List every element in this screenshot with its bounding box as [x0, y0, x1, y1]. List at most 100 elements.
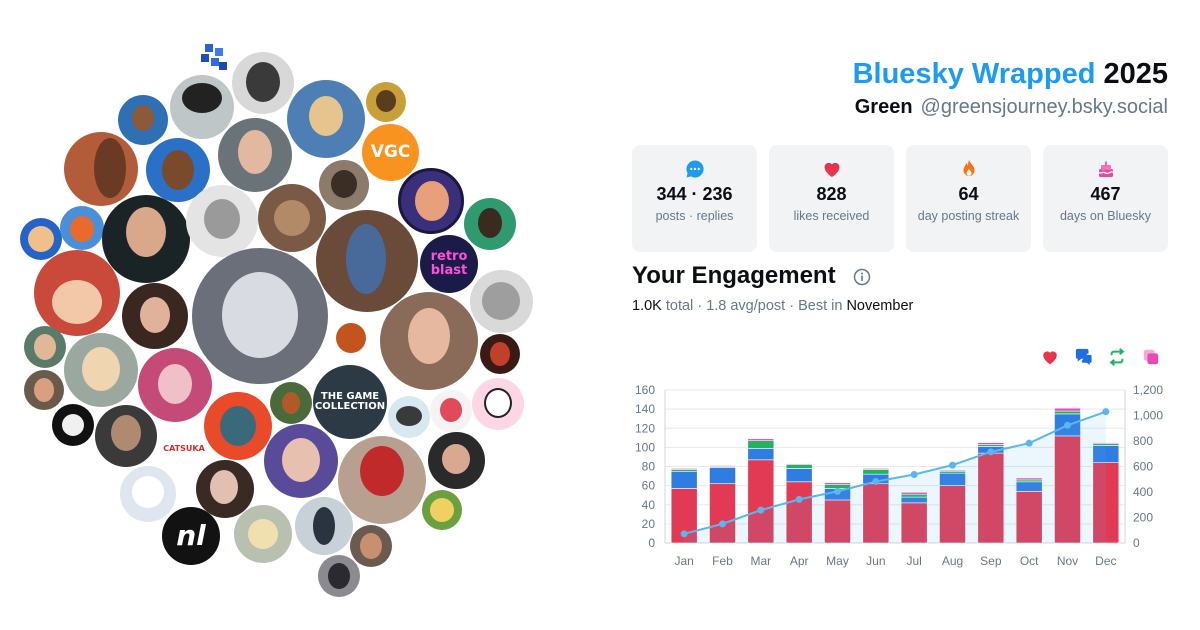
avatar[interactable]	[60, 206, 104, 250]
avatar[interactable]	[319, 160, 369, 210]
avatar[interactable]	[422, 490, 462, 530]
x-tick: Oct	[1020, 554, 1039, 568]
speech-bubble-icon	[685, 160, 704, 178]
stat-card-likes: 828 likes received	[769, 145, 894, 252]
y-tick-right: 1,200	[1133, 383, 1163, 397]
stat-value: 344 · 236	[656, 184, 733, 204]
avatar-catsuka[interactable]: CATSUKA	[160, 425, 208, 473]
avatar-nl[interactable]: nl	[162, 507, 220, 565]
avatar[interactable]	[472, 378, 524, 430]
bar-segment	[1092, 442, 1120, 444]
quote-icon[interactable]	[1142, 348, 1160, 366]
avatar[interactable]	[186, 185, 258, 257]
avatar[interactable]	[232, 52, 294, 114]
avatar[interactable]	[366, 82, 406, 122]
bar-segment	[747, 448, 775, 461]
avatar[interactable]	[398, 168, 464, 234]
bar-segment	[747, 459, 775, 544]
avatar[interactable]	[295, 497, 353, 555]
cumulative-point	[757, 506, 765, 514]
avatar[interactable]	[204, 392, 272, 460]
avatar[interactable]	[218, 118, 292, 192]
engagement-best-prefix: Best in	[798, 298, 843, 314]
stat-card-streak: 64 day posting streak	[906, 145, 1031, 252]
bar-segment	[1054, 435, 1081, 544]
y-tick-left: 160	[635, 383, 655, 397]
avatar[interactable]	[270, 382, 312, 424]
avatar[interactable]	[464, 198, 516, 250]
stat-value: 64	[958, 184, 979, 204]
avatar[interactable]	[102, 195, 190, 283]
year-label: 2025	[1103, 58, 1168, 90]
avatar[interactable]	[380, 292, 478, 390]
stat-label: likes received	[793, 209, 870, 223]
y-tick-right: 600	[1133, 460, 1153, 474]
stat-card-posts: 344 · 236 posts · replies	[632, 145, 757, 252]
avatar[interactable]	[470, 270, 533, 333]
avatar[interactable]	[350, 525, 392, 567]
avatar[interactable]	[24, 326, 66, 368]
y-tick-left: 120	[635, 421, 655, 435]
bar-segment	[939, 485, 966, 544]
avatar[interactable]	[95, 405, 157, 467]
avatar[interactable]	[195, 38, 233, 76]
avatar[interactable]	[20, 218, 62, 260]
heart-icon[interactable]	[1041, 348, 1059, 366]
bar-segment	[747, 438, 775, 441]
avatar[interactable]	[318, 555, 360, 597]
avatar[interactable]	[388, 396, 430, 438]
reply-icon[interactable]	[1074, 348, 1094, 366]
user-handle[interactable]: @greensjourney.bsky.social	[920, 96, 1168, 118]
avatar[interactable]	[480, 334, 520, 374]
engagement-total-label: total	[665, 298, 694, 314]
avatar[interactable]	[428, 432, 485, 489]
cumulative-point	[680, 530, 688, 538]
flame-icon	[963, 160, 974, 176]
avatar[interactable]	[34, 250, 120, 336]
avatar[interactable]	[430, 390, 472, 432]
stat-label: day posting streak	[917, 209, 1020, 223]
stat-label: days on Bluesky	[1059, 209, 1152, 223]
info-icon[interactable]	[853, 268, 871, 286]
avatar[interactable]	[196, 460, 254, 518]
bar-segment	[709, 465, 736, 467]
cumulative-point	[910, 471, 918, 479]
bar-segment	[862, 468, 890, 470]
page-title: Bluesky Wrapped 2025	[853, 58, 1168, 91]
cumulative-point	[834, 487, 841, 495]
avatar[interactable]	[258, 184, 326, 252]
avatar[interactable]	[170, 75, 234, 139]
avatar[interactable]	[64, 132, 138, 206]
avatar-featured[interactable]	[192, 248, 328, 384]
avatar[interactable]	[287, 80, 365, 158]
x-tick: Sep	[980, 554, 1002, 568]
engagement-summary: 1.0K total · 1.8 avg/post · Best in Nove…	[632, 298, 914, 314]
avatar[interactable]	[316, 210, 418, 312]
avatar[interactable]	[330, 317, 372, 359]
x-tick: Dec	[1095, 554, 1116, 568]
avatar[interactable]	[138, 348, 212, 422]
y-tick-left: 100	[635, 440, 655, 454]
avatar-game-collection[interactable]: THE GAME COLLECTION	[313, 365, 387, 439]
y-tick-right: 1,000	[1133, 409, 1163, 423]
avatar[interactable]	[122, 283, 188, 349]
avatar[interactable]	[338, 436, 426, 524]
cumulative-point	[872, 478, 880, 486]
bar-segment	[824, 482, 851, 485]
avatar[interactable]	[52, 404, 94, 446]
stat-value: 828	[816, 184, 847, 204]
cumulative-point	[987, 448, 995, 456]
avatar[interactable]	[146, 138, 210, 202]
avatar-retroblast[interactable]: retro blast	[420, 235, 478, 293]
cumulative-point	[795, 495, 803, 503]
avatar[interactable]	[64, 333, 138, 407]
avatar[interactable]	[264, 424, 338, 498]
avatar[interactable]	[234, 505, 292, 563]
repost-icon[interactable]	[1108, 348, 1126, 366]
bar-segment	[900, 502, 928, 544]
avatar[interactable]	[24, 370, 64, 410]
avatar[interactable]	[120, 466, 176, 522]
avatar-vgc[interactable]: VGC	[362, 124, 419, 181]
engagement-title: Your Engagement	[632, 262, 836, 289]
avatar[interactable]	[118, 95, 168, 145]
